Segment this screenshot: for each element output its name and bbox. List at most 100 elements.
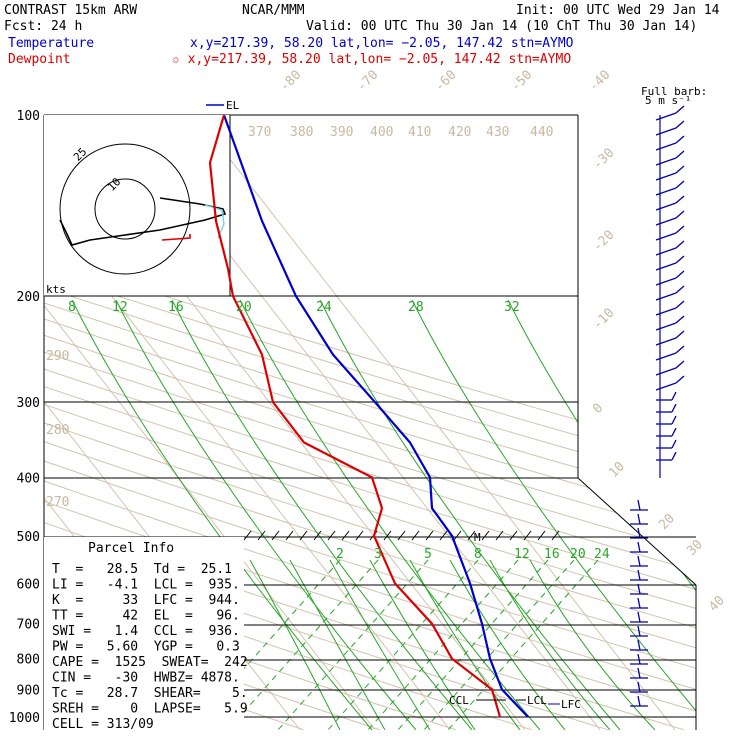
hatch-mark (537, 530, 546, 541)
temperature-tick: -80 (277, 68, 304, 95)
wind-barb-flag (671, 403, 677, 413)
temperature-location: x,y=217.39, 58.20 lat,lon= −2.05, 147.42… (190, 36, 574, 51)
dry-adiabat (44, 115, 696, 730)
moist-adiabat (239, 299, 541, 730)
dry-adiabat (44, 115, 696, 730)
mixing-ratio-line (447, 559, 599, 730)
moist-adiabat (115, 299, 417, 730)
mixing-ratio-line (423, 559, 575, 730)
wind-barb-flag (675, 300, 685, 309)
wind-barb-flag (675, 180, 685, 189)
pressure-label: 400 (17, 471, 40, 486)
parcel-row: PW = 5.60 YGP = 0.3 (52, 640, 240, 655)
hatch-mark (327, 530, 336, 541)
dewpoint-location: ✩ x,y=217.39, 58.20 lat,lon= −2.05, 147.… (172, 52, 571, 67)
pressure-label: 900 (17, 683, 40, 698)
dry-adiabat (44, 115, 696, 730)
hatch-mark (313, 530, 322, 541)
dry-adiabat (44, 115, 380, 730)
forecast-hour: Fcst: 24 h (4, 19, 82, 34)
wind-barb (655, 232, 677, 241)
hatch-mark (341, 530, 350, 541)
wind-barb (655, 172, 677, 181)
moist-adiabat (411, 299, 696, 730)
wind-barb-flag (675, 285, 685, 294)
wind-barb-flag (675, 135, 685, 144)
parcel-row: SREH = 0 LAPSE= 5.9 (52, 702, 248, 717)
hatch-mark (467, 530, 476, 541)
theta-label: 390 (330, 125, 353, 140)
moist-adiabat-lower (369, 559, 476, 730)
parcel-row: CIN = -30 HWBZ= 4878. (52, 671, 240, 686)
wind-barb (655, 202, 677, 211)
pressure-label: 100 (17, 109, 40, 124)
mixing-ratio-line (227, 559, 379, 730)
mixing-ratio-label-upper: 32 (504, 300, 520, 315)
temperature-tick: -10 (590, 306, 617, 333)
wind-barb (655, 337, 677, 346)
wind-barb-flag (671, 439, 677, 449)
wind-barbs (630, 105, 685, 707)
wind-barb-flag (637, 555, 641, 567)
dewpoint-legend: Dewpoint (8, 52, 71, 67)
wind-barb-flag (637, 583, 641, 595)
parcel-title: Parcel Info (88, 541, 174, 556)
parcel-row: K = 33 LFC = 944. (52, 593, 240, 608)
wind-barb-flag (637, 681, 641, 693)
parcel-row: LI = -4.1 LCL = 935. (52, 578, 240, 593)
isotherm (195, 115, 676, 730)
parcel-row: CELL = 313/09 (52, 717, 154, 732)
hatch-mark (439, 530, 448, 541)
mixing-ratio-lines (71, 299, 696, 730)
hatch-mark (257, 530, 266, 541)
m-marker: M (474, 531, 481, 544)
theta-label: 400 (370, 125, 393, 140)
wind-barb-flag (675, 105, 685, 114)
hatch-mark (355, 530, 364, 541)
dry-adiabat (44, 115, 696, 730)
wind-barb (655, 112, 677, 121)
dry-adiabat (44, 115, 696, 730)
pressure-label: 300 (17, 396, 40, 411)
barb-title: Full barb: (641, 85, 707, 98)
pressure-label: 500 (17, 530, 40, 545)
theta-label: 410 (408, 125, 431, 140)
wind-barb (655, 307, 677, 316)
lfc-marker: LFC (561, 698, 581, 711)
dry-adiabat (44, 115, 456, 730)
wind-barb-flag (637, 541, 641, 553)
hatch-mark (383, 530, 392, 541)
wind-barb-flag (637, 597, 641, 609)
wind-barb-flag (675, 375, 685, 384)
temperature-profile (222, 114, 529, 718)
dry-adiabat (44, 115, 696, 730)
mixing-ratio-label-upper: 24 (316, 300, 332, 315)
wind-barb-flag (675, 240, 685, 249)
hatch-mark (271, 530, 280, 541)
dry-adiabat (44, 115, 696, 730)
temperature-tick: 0 (590, 401, 606, 417)
mixing-ratio-label-lower: 3 (374, 547, 382, 562)
wind-barb (655, 187, 677, 196)
hatch-mark (495, 530, 504, 541)
moist-adiabat (171, 299, 473, 730)
wind-barb-flag (675, 120, 685, 129)
wind-barb-flag (637, 667, 641, 679)
parcel-row: TT = 42 EL = 96. (52, 609, 240, 624)
temperature-tick: -60 (432, 68, 459, 95)
pressure-label: 1000 (9, 711, 40, 726)
theta-label: 290 (46, 349, 69, 364)
dry-adiabat (44, 115, 696, 730)
hatch-mark (453, 530, 462, 541)
wind-barb-flag (637, 639, 641, 651)
wind-barb-flag (671, 451, 677, 461)
dry-adiabat (44, 115, 696, 730)
temperature-tick: -50 (508, 68, 535, 95)
wind-barb (655, 217, 677, 226)
wind-barb-flag (675, 270, 685, 279)
wind-barb-flag (637, 569, 641, 581)
theta-label: 380 (290, 125, 313, 140)
hatch-mark (481, 530, 490, 541)
theta-label: 370 (248, 125, 271, 140)
mixing-ratio-label-upper: 20 (236, 300, 252, 315)
